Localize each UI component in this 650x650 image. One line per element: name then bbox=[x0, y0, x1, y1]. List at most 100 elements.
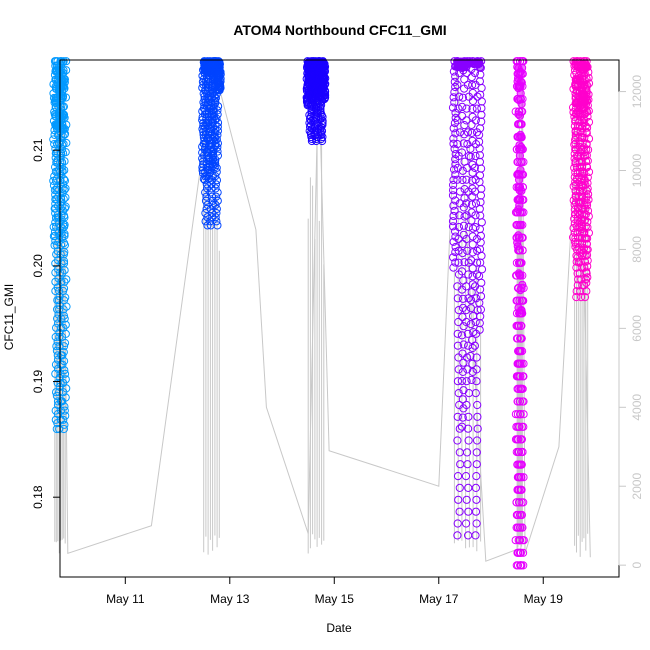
data-point bbox=[202, 57, 211, 66]
data-point bbox=[318, 132, 327, 142]
data-point bbox=[462, 104, 471, 113]
plot-area bbox=[49, 57, 594, 570]
data-point bbox=[463, 365, 472, 374]
series-1 bbox=[49, 57, 71, 434]
data-point bbox=[202, 204, 211, 214]
data-point bbox=[516, 130, 525, 139]
data-point bbox=[463, 128, 473, 137]
data-point bbox=[519, 372, 528, 381]
data-point bbox=[310, 116, 319, 126]
data-point bbox=[60, 366, 69, 375]
data-point bbox=[514, 64, 523, 73]
data-point bbox=[582, 140, 591, 149]
data-point bbox=[462, 116, 471, 125]
data-point bbox=[515, 270, 524, 279]
data-point bbox=[458, 313, 467, 322]
data-point bbox=[455, 424, 464, 433]
data-point bbox=[457, 63, 466, 73]
data-point bbox=[468, 57, 477, 66]
data-point bbox=[515, 141, 524, 150]
data-point bbox=[476, 198, 485, 207]
data-point bbox=[468, 232, 477, 241]
data-point bbox=[454, 317, 463, 327]
x-tick-label: May 19 bbox=[524, 592, 564, 606]
data-point bbox=[312, 136, 321, 146]
data-point bbox=[583, 173, 592, 182]
data-point bbox=[57, 277, 66, 286]
y-axis-label: CFC11_GMI bbox=[2, 284, 16, 350]
data-point bbox=[449, 263, 458, 272]
data-point bbox=[58, 268, 67, 277]
x-tick-label: May 17 bbox=[419, 592, 459, 606]
data-point bbox=[573, 253, 582, 262]
data-point bbox=[58, 167, 67, 176]
data-point bbox=[463, 80, 472, 90]
data-point bbox=[471, 507, 481, 516]
data-point bbox=[519, 473, 528, 482]
data-point bbox=[316, 114, 325, 124]
data-point bbox=[53, 397, 63, 406]
data-point bbox=[318, 136, 327, 146]
data-point bbox=[584, 145, 593, 154]
data-point bbox=[517, 460, 526, 469]
data-point bbox=[207, 180, 216, 189]
data-point bbox=[477, 278, 486, 287]
data-point bbox=[454, 258, 463, 267]
data-point bbox=[516, 220, 525, 230]
data-point bbox=[455, 92, 464, 101]
data-point bbox=[572, 287, 581, 296]
data-point bbox=[580, 200, 589, 210]
data-point bbox=[473, 92, 482, 101]
data-point bbox=[477, 265, 487, 274]
data-point bbox=[60, 229, 69, 238]
data-point bbox=[60, 248, 69, 257]
data-point bbox=[450, 119, 459, 128]
y-tick-label: 0.21 bbox=[31, 138, 45, 162]
data-point bbox=[213, 151, 222, 160]
data-point bbox=[214, 84, 223, 93]
data-point bbox=[515, 151, 525, 160]
data-point bbox=[577, 157, 586, 166]
data-point bbox=[571, 157, 580, 166]
data-point bbox=[62, 138, 71, 148]
data-point bbox=[211, 94, 220, 103]
data-point bbox=[320, 95, 329, 104]
data-point bbox=[55, 424, 64, 434]
data-point bbox=[471, 531, 480, 540]
data-point bbox=[457, 148, 466, 157]
data-point bbox=[513, 410, 523, 419]
data-point bbox=[458, 413, 467, 422]
data-point bbox=[471, 317, 480, 327]
data-point bbox=[53, 305, 62, 314]
data-point bbox=[471, 199, 481, 208]
data-point bbox=[51, 199, 60, 208]
data-point bbox=[453, 116, 462, 125]
data-point bbox=[211, 184, 220, 193]
data-point bbox=[454, 389, 463, 398]
data-point bbox=[476, 211, 485, 220]
data-point bbox=[306, 122, 315, 132]
data-point bbox=[517, 510, 527, 520]
data-point bbox=[456, 128, 465, 137]
data-point bbox=[513, 242, 522, 251]
data-point bbox=[519, 422, 528, 431]
data-point bbox=[518, 447, 527, 457]
data-point bbox=[464, 436, 473, 445]
data-point bbox=[449, 211, 458, 221]
data-point bbox=[55, 71, 64, 80]
data-point bbox=[477, 218, 486, 227]
data-point bbox=[462, 306, 471, 315]
y2-tick-label: 0 bbox=[630, 562, 644, 569]
data-point bbox=[451, 196, 460, 205]
data-point bbox=[571, 210, 580, 219]
data-point bbox=[473, 258, 482, 267]
data-point bbox=[583, 179, 592, 188]
data-point bbox=[515, 447, 524, 457]
data-point bbox=[473, 436, 482, 445]
data-point bbox=[515, 111, 525, 120]
data-point bbox=[57, 259, 66, 268]
data-point bbox=[464, 270, 473, 279]
data-point bbox=[459, 322, 468, 331]
data-point bbox=[584, 167, 594, 177]
data-point bbox=[467, 128, 476, 137]
